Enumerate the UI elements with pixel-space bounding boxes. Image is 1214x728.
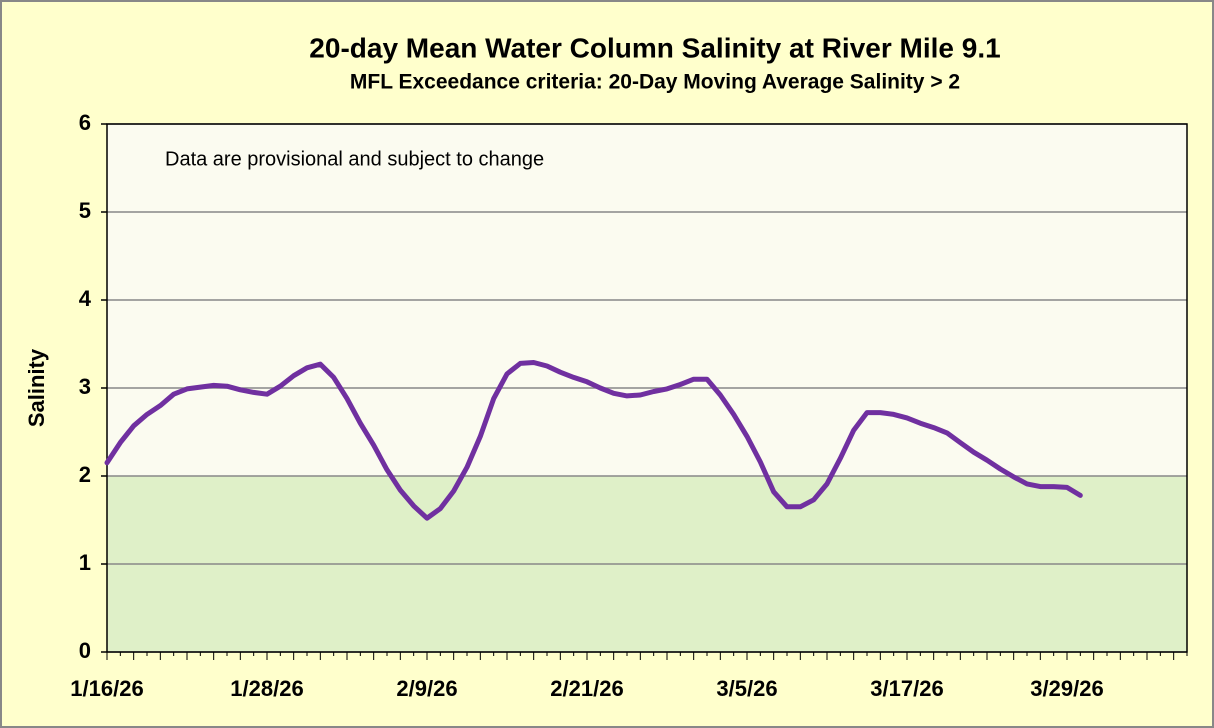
y-tick-label: 5 bbox=[79, 198, 91, 223]
y-tick-label: 0 bbox=[79, 638, 91, 663]
chart-subtitle: MFL Exceedance criteria: 20-Day Moving A… bbox=[350, 71, 960, 94]
x-tick-label: 1/28/26 bbox=[230, 676, 303, 701]
x-tick-label: 2/21/26 bbox=[550, 676, 623, 701]
y-tick-label: 2 bbox=[79, 462, 91, 487]
x-tick-label: 3/5/26 bbox=[716, 676, 777, 701]
y-axis-label: Salinity bbox=[24, 348, 49, 427]
y-tick-label: 3 bbox=[79, 374, 91, 399]
y-tick-label: 1 bbox=[79, 550, 91, 575]
x-tick-label: 1/16/26 bbox=[70, 676, 143, 701]
annotation: Data are provisional and subject to chan… bbox=[165, 148, 544, 170]
x-tick-label: 3/17/26 bbox=[870, 676, 943, 701]
data-line bbox=[104, 360, 1083, 521]
chart-title: 20-day Mean Water Column Salinity at Riv… bbox=[309, 32, 1000, 63]
x-tick-label: 2/9/26 bbox=[396, 676, 457, 701]
y-tick-label: 4 bbox=[79, 286, 92, 311]
plot-border bbox=[106, 123, 1188, 653]
x-tick-label: 3/29/26 bbox=[1030, 676, 1103, 701]
y-tick-label: 6 bbox=[79, 110, 91, 135]
